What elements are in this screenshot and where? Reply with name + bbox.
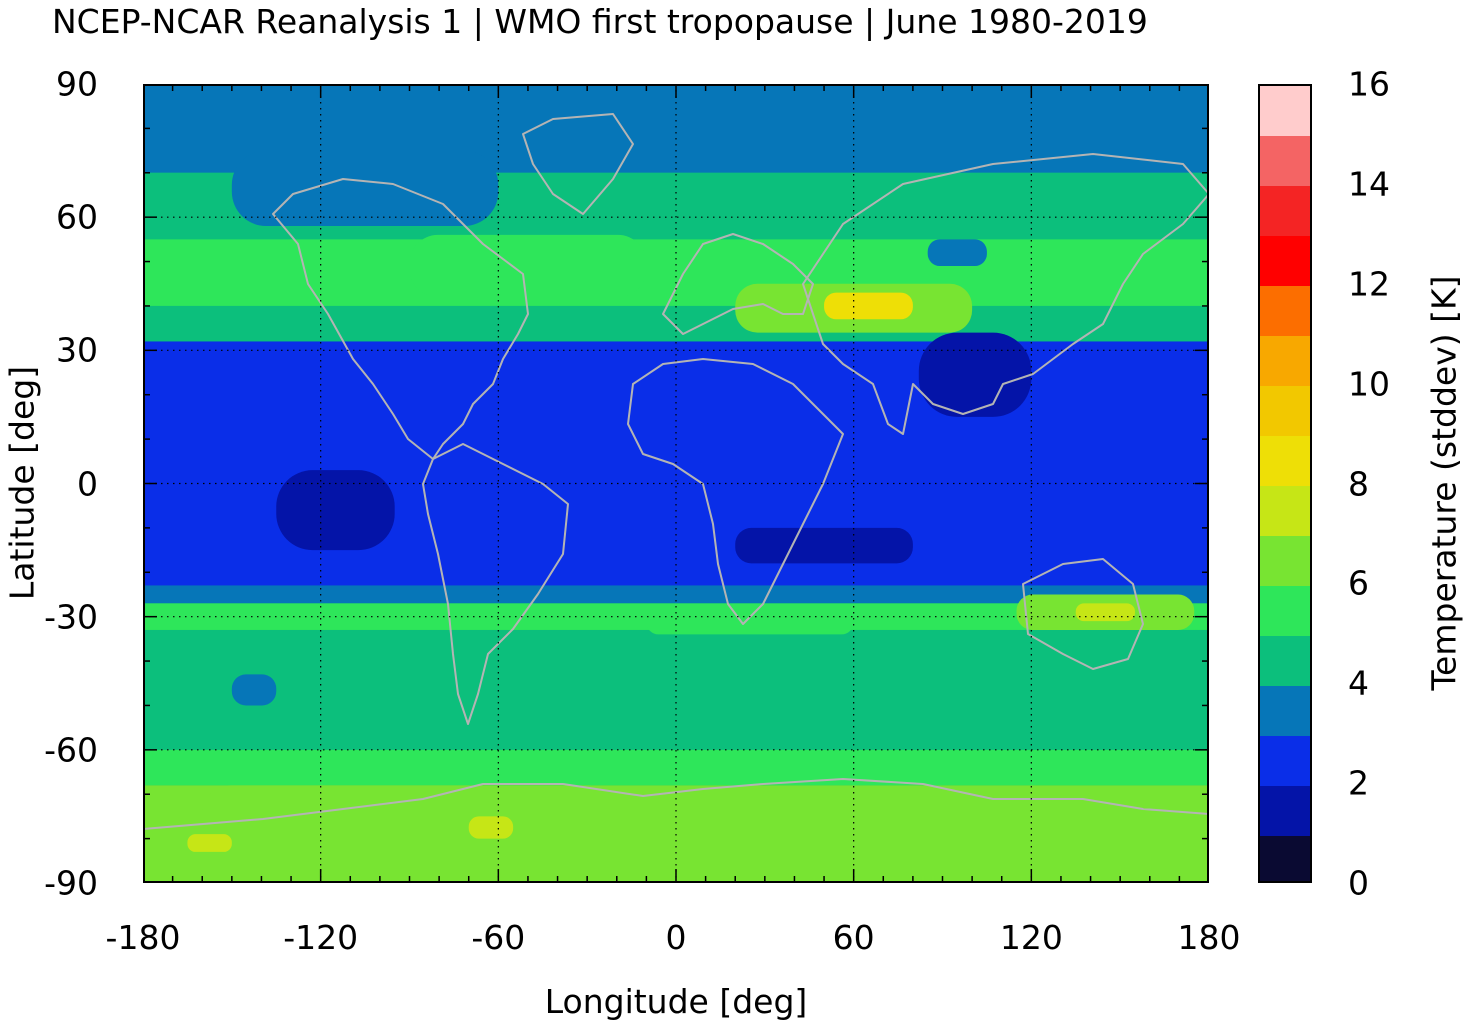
x-tick-label: -60	[471, 918, 526, 957]
coastline-south-america	[422, 443, 569, 725]
field-feature-6	[735, 527, 913, 564]
colorbar-segment	[1260, 835, 1310, 881]
colorbar-segment	[1260, 435, 1310, 486]
colorbar-segment	[1260, 285, 1310, 337]
x-tick-label: 60	[832, 918, 875, 957]
field-feature-8	[1075, 603, 1135, 622]
field-feature-0	[231, 150, 499, 227]
colorbar-segment	[1260, 785, 1310, 836]
coastline-europe	[662, 233, 814, 335]
colorbar	[1258, 84, 1312, 883]
field-feature-3	[824, 292, 913, 320]
field-feature-10	[468, 816, 514, 839]
field-feature-1	[409, 234, 647, 298]
field-feature-11	[187, 834, 232, 852]
x-tick-label: 0	[665, 918, 687, 957]
map-plot-area	[143, 84, 1209, 883]
colorbar-segment	[1260, 685, 1310, 736]
field-feature-4	[918, 332, 1032, 417]
colorbar-tick-label: 2	[1348, 763, 1369, 803]
colorbar-segment	[1260, 185, 1310, 237]
y-tick-label: -60	[44, 730, 98, 770]
coastline-north-america	[272, 178, 529, 460]
lat-band-7	[143, 629, 1209, 750]
colorbar-segment	[1260, 86, 1310, 137]
colorbar-tick-label: 6	[1348, 563, 1369, 603]
lat-band-8	[143, 749, 1209, 786]
colorbar-segment	[1260, 535, 1310, 586]
coastline-asia	[802, 153, 1209, 435]
colorbar-segment	[1260, 235, 1310, 287]
coastline-overlay	[143, 84, 1209, 883]
colorbar-label: Temperature (stddev) [K]	[1424, 275, 1464, 691]
y-tick-label: 30	[56, 330, 98, 370]
colorbar-segment	[1260, 635, 1310, 686]
field-feature-5	[276, 470, 395, 551]
figure-title: NCEP-NCAR Reanalysis 1 | WMO first tropo…	[52, 2, 1148, 41]
colorbar-tick-label: 16	[1348, 64, 1390, 104]
colorbar-segment	[1260, 485, 1310, 536]
y-tick-label: 0	[77, 464, 98, 503]
y-tick-label: 90	[56, 64, 98, 104]
temperature-field	[143, 84, 1209, 883]
field-feature-14	[646, 607, 854, 635]
x-tick-label: 180	[1177, 918, 1241, 957]
x-tick-label: 120	[999, 918, 1063, 957]
coastline-greenland	[522, 113, 634, 215]
y-tick-label: -30	[44, 597, 98, 637]
y-tick-label: -90	[44, 863, 98, 903]
colorbar-tick-label: 4	[1348, 663, 1369, 703]
colorbar-segment	[1260, 735, 1310, 786]
colorbar-tick-label: 12	[1348, 264, 1390, 304]
colorbar-tick-label: 10	[1348, 364, 1390, 404]
field-feature-12	[231, 674, 277, 706]
y-tick-label: 60	[56, 197, 98, 237]
y-axis-label: Latitude [deg]	[2, 365, 42, 601]
coastline-australia	[1022, 558, 1144, 670]
colorbar-segment	[1260, 135, 1310, 187]
coastline-africa	[627, 358, 844, 625]
field-feature-13	[927, 239, 987, 266]
colorbar-tick-label: 8	[1348, 464, 1369, 503]
lat-band-3	[143, 305, 1209, 342]
colorbar-segment	[1260, 585, 1310, 636]
x-axis-label: Longitude [deg]	[544, 982, 808, 1021]
x-tick-label: -180	[105, 918, 181, 957]
colorbar-segment	[1260, 335, 1310, 387]
colorbar-segment	[1260, 385, 1310, 437]
field-feature-9	[202, 785, 617, 848]
colorbar-tick-label: 0	[1348, 863, 1369, 903]
colorbar-tick-label: 14	[1348, 164, 1390, 204]
x-tick-label: -120	[283, 918, 359, 957]
coastline-antarctica	[143, 778, 1209, 830]
